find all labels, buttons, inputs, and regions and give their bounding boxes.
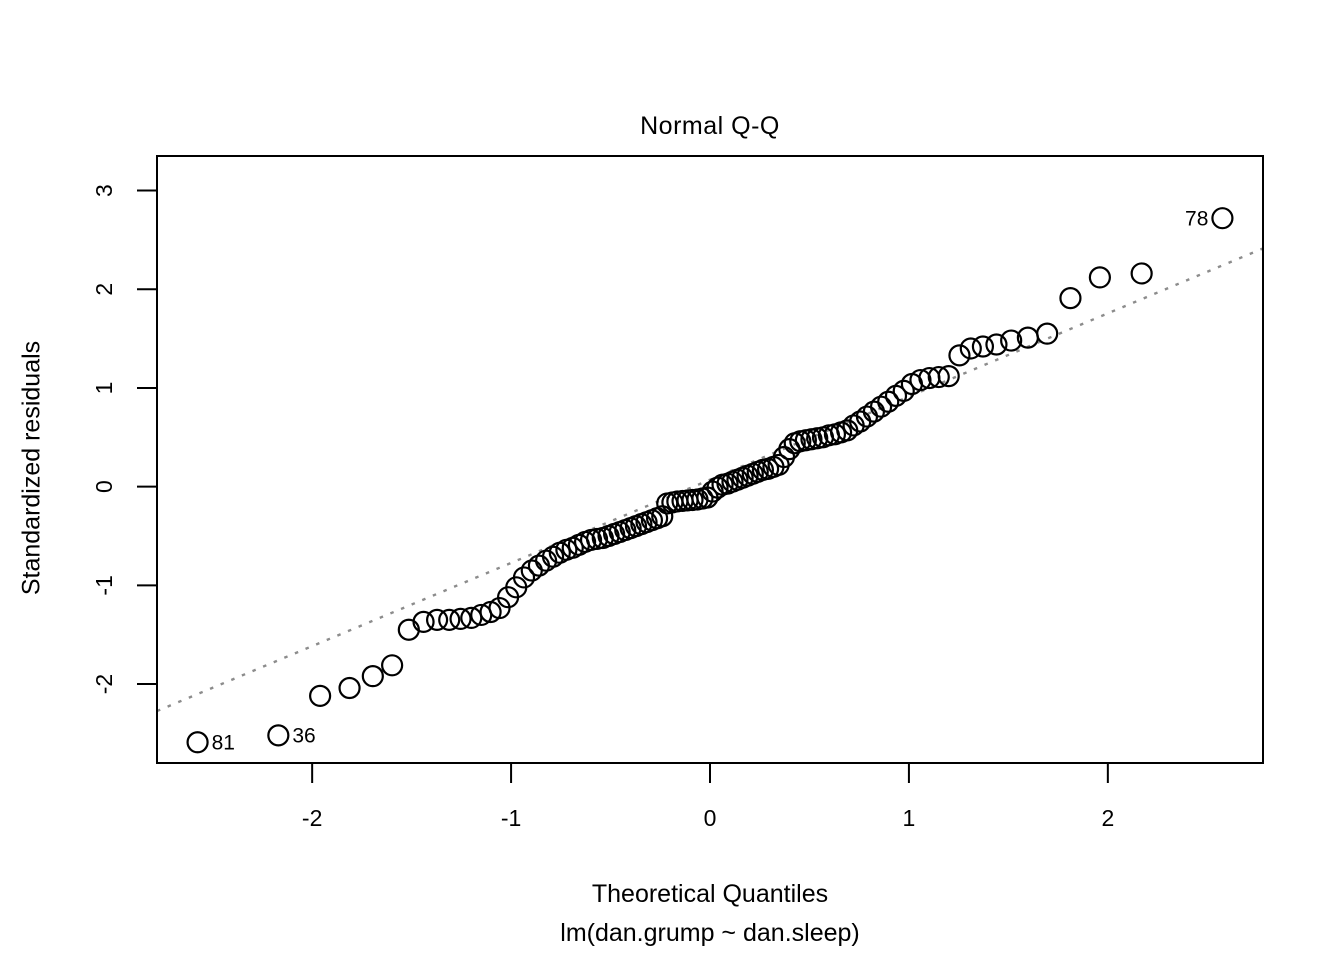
- x-tick-label: 0: [704, 805, 717, 831]
- data-point: [381, 654, 404, 677]
- outlier-label-36: 36: [292, 725, 315, 748]
- chart-title: Normal Q-Q: [640, 112, 780, 140]
- y-tick-label: -1: [91, 575, 117, 595]
- x-tick-label: -2: [302, 805, 322, 831]
- data-point: [877, 390, 900, 413]
- data-point: [706, 476, 729, 499]
- data-point: [186, 731, 209, 754]
- data-point: [1211, 207, 1234, 230]
- data-point: [267, 724, 290, 747]
- x-tick-label: 1: [903, 805, 916, 831]
- data-point: [1130, 262, 1153, 285]
- data-point: [948, 344, 971, 367]
- y-tick-label: -2: [91, 674, 117, 694]
- data-point: [449, 607, 472, 630]
- data-point: [869, 395, 893, 418]
- data-point: [309, 684, 332, 707]
- y-tick-label: 2: [91, 283, 117, 296]
- data-point: [1088, 266, 1111, 289]
- data-point: [971, 335, 995, 358]
- y-tick-label: 0: [91, 480, 117, 493]
- data-point: [338, 676, 361, 700]
- data-point: [927, 365, 950, 389]
- plot-frame: [156, 155, 1264, 764]
- outlier-label-81: 81: [212, 732, 235, 755]
- data-point: [937, 364, 960, 388]
- data-point: [892, 379, 915, 403]
- data-point: [412, 610, 435, 633]
- data-point: [959, 337, 982, 360]
- data-point: [1000, 329, 1023, 352]
- data-point: [1059, 287, 1082, 310]
- data-point: [361, 665, 384, 688]
- data-point: [527, 554, 551, 577]
- outlier-label-78: 78: [1185, 208, 1208, 231]
- data-point: [425, 608, 449, 631]
- data-point: [985, 333, 1008, 356]
- data-point: [438, 608, 461, 631]
- x-tick-label: -1: [501, 805, 521, 831]
- x-axis-label: Theoretical Quantiles: [591, 880, 829, 908]
- data-point: [512, 566, 536, 589]
- y-tick-label: 3: [91, 184, 117, 197]
- data-point: [1036, 322, 1059, 345]
- y-tick-label: 1: [91, 382, 117, 395]
- model-caption: lm(dan.grump ~ dan.sleep): [560, 919, 860, 947]
- data-point: [862, 400, 886, 423]
- x-tick-label: 2: [1101, 805, 1114, 831]
- data-point: [909, 368, 932, 392]
